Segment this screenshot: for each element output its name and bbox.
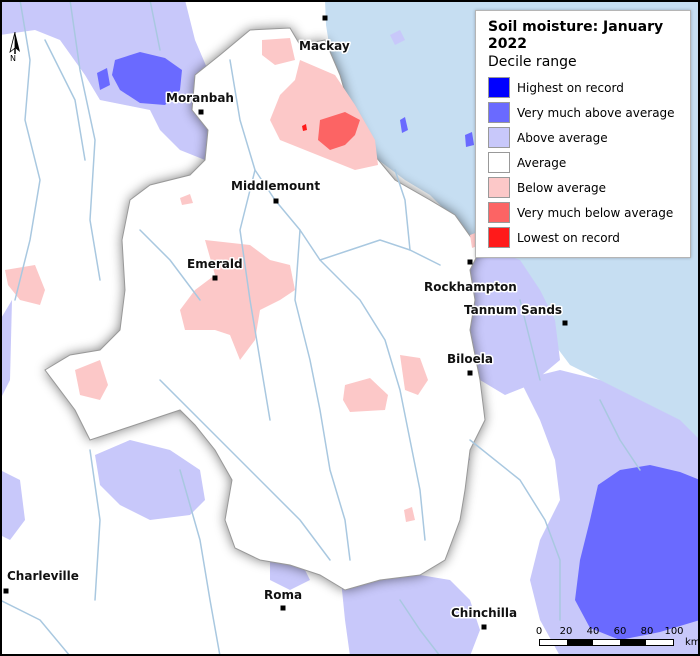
scale-tick-label: 60 xyxy=(613,626,627,637)
legend-item: Average xyxy=(488,150,680,175)
scale-tick-label: 40 xyxy=(586,626,600,637)
legend-swatch xyxy=(488,202,510,223)
town-label: Emerald xyxy=(187,257,243,271)
town-label: Moranbah xyxy=(166,91,234,105)
scale-bar-segments xyxy=(539,639,674,646)
town-markers: Mackay Moranbah Middlemount Emerald Rockhamp… xyxy=(3,15,568,630)
legend-label: Highest on record xyxy=(517,80,624,95)
legend-item: Lowest on record xyxy=(488,225,680,250)
legend-label: Below average xyxy=(517,180,607,195)
scale-bar: 0 20 40 60 80 100 km xyxy=(535,626,700,652)
legend-item: Above average xyxy=(488,125,680,150)
town-label: Mackay xyxy=(299,39,350,53)
legend-item: Very much above average xyxy=(488,100,680,125)
town-marker xyxy=(467,259,473,265)
scale-tick-label: 0 xyxy=(535,626,543,637)
legend-swatch xyxy=(488,127,510,148)
north-arrow-letter: N xyxy=(10,54,16,63)
north-arrow-icon xyxy=(8,31,22,68)
town-marker xyxy=(212,275,218,281)
scale-tick-label: 20 xyxy=(559,626,573,637)
town-label: Charleville xyxy=(7,569,79,583)
scale-segment xyxy=(646,640,673,645)
legend-swatch xyxy=(488,77,510,98)
river-network xyxy=(0,0,641,656)
legend-label: Above average xyxy=(517,130,608,145)
scale-segment xyxy=(540,640,567,645)
very-much-above-average-regions xyxy=(97,52,700,640)
legend-swatch xyxy=(488,102,510,123)
town-marker xyxy=(273,198,279,204)
scale-tick-label: 80 xyxy=(640,626,654,637)
town-marker xyxy=(322,15,328,21)
scale-unit: km xyxy=(685,637,700,648)
town-label: Middlemount xyxy=(231,179,320,193)
legend-item: Below average xyxy=(488,175,680,200)
scale-tick-label: 100 xyxy=(664,626,684,637)
legend-swatch xyxy=(488,177,510,198)
town-marker xyxy=(467,370,473,376)
town-label: Tannum Sands xyxy=(464,303,562,317)
legend-title: Soil moisture: January 2022 xyxy=(488,19,664,52)
town-marker xyxy=(481,624,487,630)
scale-segment xyxy=(566,640,594,645)
scale-segment xyxy=(593,640,620,645)
town-marker xyxy=(3,588,9,594)
town-label: Biloela xyxy=(447,352,493,366)
legend-items: Highest on record Very much above average… xyxy=(488,75,680,250)
scale-segment xyxy=(619,640,647,645)
below-average-regions xyxy=(5,38,480,522)
legend-label: Very much below average xyxy=(517,205,674,220)
town-marker xyxy=(562,320,568,326)
fitzroy-basin-region xyxy=(44,27,486,591)
very-much-below-average-region xyxy=(318,112,360,150)
town-label: Rockhampton xyxy=(424,280,517,294)
town-marker xyxy=(198,109,204,115)
legend-item: Very much below average xyxy=(488,200,680,225)
legend-label: Lowest on record xyxy=(517,230,620,245)
lowest-on-record-region xyxy=(302,124,307,131)
legend-swatch xyxy=(488,227,510,248)
legend-label: Very much above average xyxy=(517,105,675,120)
legend: Soil moisture: January 2022 Decile range… xyxy=(475,10,691,258)
town-label: Chinchilla xyxy=(451,606,517,620)
legend-label: Average xyxy=(517,155,567,170)
legend-item: Highest on record xyxy=(488,75,680,100)
legend-swatch xyxy=(488,152,510,173)
legend-subtitle: Decile range xyxy=(488,54,577,70)
town-marker xyxy=(280,605,286,611)
town-label: Roma xyxy=(264,588,302,602)
